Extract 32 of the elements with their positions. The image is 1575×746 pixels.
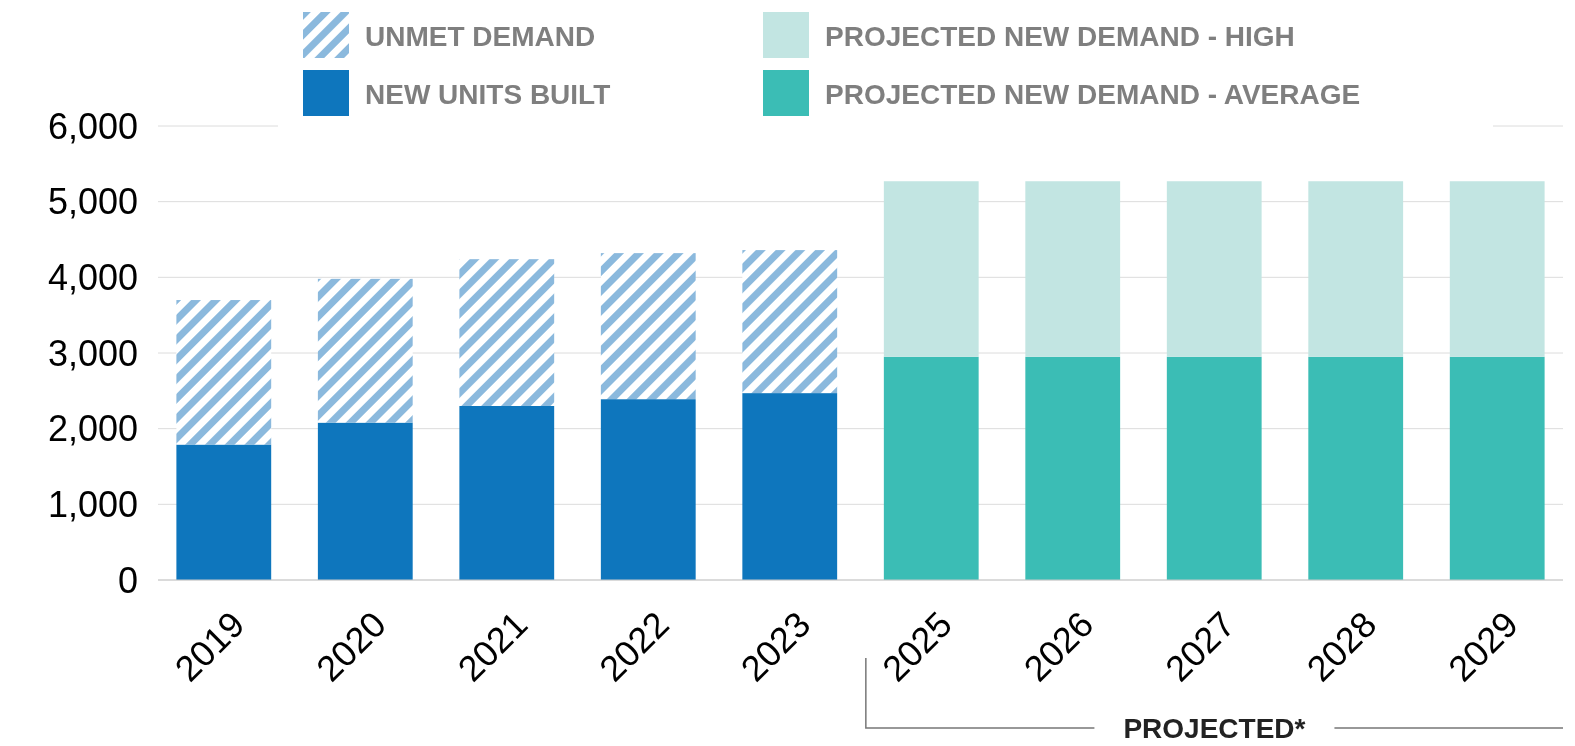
legend-label: UNMET DEMAND — [365, 20, 596, 52]
bar — [600, 399, 696, 580]
bar — [1449, 181, 1545, 357]
bar — [317, 278, 413, 423]
y-tick-label: 6,000 — [47, 105, 138, 147]
bar — [600, 253, 696, 400]
bar — [1308, 181, 1404, 357]
legend-label: NEW UNITS BUILT — [365, 78, 611, 110]
bar — [1166, 181, 1262, 357]
y-tick-label: 5,000 — [47, 181, 138, 223]
y-tick-label: 2,000 — [47, 408, 138, 450]
bar — [459, 405, 555, 580]
bar — [883, 181, 979, 357]
bar — [1449, 356, 1545, 580]
bar — [176, 444, 272, 580]
bar — [1025, 356, 1121, 580]
bar — [742, 250, 838, 394]
bar — [883, 356, 979, 580]
legend-label: PROJECTED NEW DEMAND - HIGH — [825, 20, 1295, 52]
y-tick-label: 0 — [117, 559, 138, 601]
text: PROJECTED* — [1123, 712, 1306, 744]
y-tick-label: 4,000 — [47, 256, 138, 298]
y-tick-label: 1,000 — [47, 483, 138, 525]
bar — [459, 259, 555, 406]
bar — [742, 393, 838, 580]
bar — [176, 300, 272, 445]
y-tick-label: 3,000 — [47, 332, 138, 374]
legend-label: PROJECTED NEW DEMAND - AVERAGE — [825, 78, 1361, 110]
bar — [1025, 181, 1121, 357]
bar — [1166, 356, 1262, 580]
bar — [1308, 356, 1404, 580]
bar — [317, 422, 413, 580]
